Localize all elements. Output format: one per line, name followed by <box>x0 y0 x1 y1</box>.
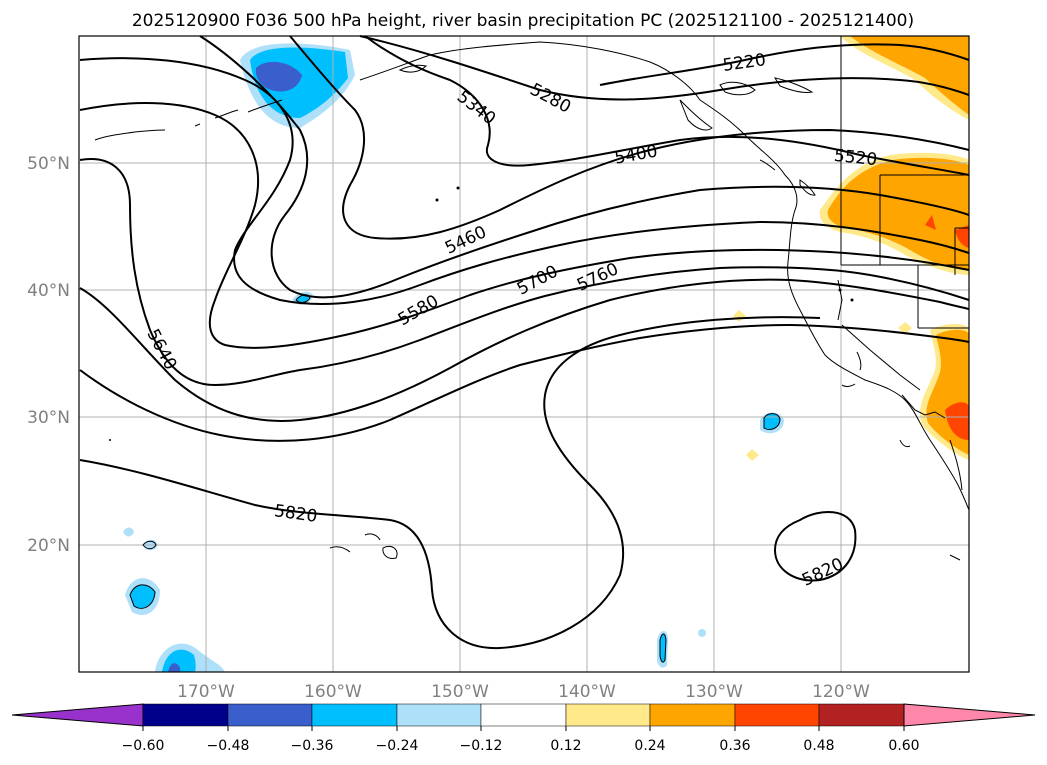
colorbar-bin-2 <box>227 703 313 727</box>
longitude-labels: 170°W 160°W 150°W 140°W 130°W 120°W <box>177 682 870 702</box>
colorbar-bin-5 <box>480 703 567 727</box>
colorbar-label-neg036: −0.36 <box>291 738 334 754</box>
colorbar-label-neg024: −0.24 <box>376 738 419 754</box>
lon-label-140w: 140°W <box>558 682 616 702</box>
figure-title: 2025120900 F036 500 hPa height, river ba… <box>132 11 914 31</box>
contour-5400 <box>364 35 970 176</box>
lon-label-160w: 160°W <box>304 682 362 702</box>
map-panel: 5220 5280 5340 5400 5460 5520 5580 5640 … <box>78 35 970 673</box>
colorbar-extend-low <box>11 703 144 727</box>
shade-small-6 <box>130 584 155 609</box>
colorbar-bin-9 <box>818 703 905 727</box>
latitude-labels: 50°N 40°N 30°N 20°N <box>27 154 70 556</box>
shade-dot-3 <box>898 322 912 334</box>
colorbar-label-024: 0.24 <box>634 738 665 754</box>
gridlines <box>79 36 969 672</box>
colorbar-bin-8 <box>734 703 820 727</box>
lat-label-20n: 20°N <box>27 536 70 556</box>
shade-dot-2 <box>746 449 759 461</box>
shade-small-13 <box>123 527 134 537</box>
contour-5460 <box>199 35 970 299</box>
colorbar-label-036: 0.36 <box>719 738 750 754</box>
lon-label-120w: 120°W <box>812 682 870 702</box>
lon-label-150w: 150°W <box>431 682 489 702</box>
map-frame <box>78 35 970 673</box>
contour-5700 <box>79 278 970 422</box>
lat-label-30n: 30°N <box>27 408 70 428</box>
contour-5760 <box>79 323 970 442</box>
contour-5220 <box>599 43 970 86</box>
shade-small-9 <box>168 663 180 672</box>
colorbar-label-neg012: −0.12 <box>460 738 503 754</box>
colorbar: −0.60 −0.48 −0.36 −0.24 −0.12 0.12 0.24 … <box>11 703 1036 754</box>
colorbar-label-neg048: −0.48 <box>207 738 250 754</box>
colorbar-bin-3 <box>311 703 398 727</box>
shade-ca-dark <box>945 402 969 440</box>
colorbar-label-012: 0.12 <box>550 738 581 754</box>
shade-nw-mid <box>850 36 969 115</box>
colorbar-extend-high <box>903 703 1036 727</box>
contour-5820-loop <box>773 510 857 582</box>
colorbar-label-048: 0.48 <box>803 738 834 754</box>
colorbar-bin-6 <box>565 703 651 727</box>
contour-5520 <box>79 57 970 305</box>
shade-west-dark-2 <box>925 215 936 230</box>
colorbar-label-060: 0.60 <box>888 738 919 754</box>
colorbar-bin-4 <box>396 703 482 727</box>
lon-label-130w: 130°W <box>685 682 743 702</box>
contour-label-5520: 5520 <box>833 146 878 170</box>
shade-small-4 <box>764 413 780 430</box>
contour-5640 <box>79 158 970 387</box>
shade-small-11 <box>660 634 666 663</box>
shade-alaska-dark <box>255 61 302 92</box>
contour-5340 <box>289 35 970 240</box>
height-contours <box>79 35 970 650</box>
contour-5820-main <box>79 316 821 650</box>
colorbar-bin-7 <box>649 703 736 727</box>
colorbar-ticks <box>142 726 905 731</box>
lat-label-50n: 50°N <box>27 154 70 174</box>
contour-5280 <box>359 35 970 101</box>
shade-west-dark <box>955 225 969 248</box>
lon-label-170w: 170°W <box>177 682 235 702</box>
precip-outlines <box>129 294 781 663</box>
lat-label-40n: 40°N <box>27 281 70 301</box>
colorbar-bin-1 <box>142 703 229 727</box>
contour-5580 <box>79 102 970 349</box>
colorbar-label-neg060: −0.60 <box>122 738 165 754</box>
shade-small-14 <box>698 629 706 637</box>
